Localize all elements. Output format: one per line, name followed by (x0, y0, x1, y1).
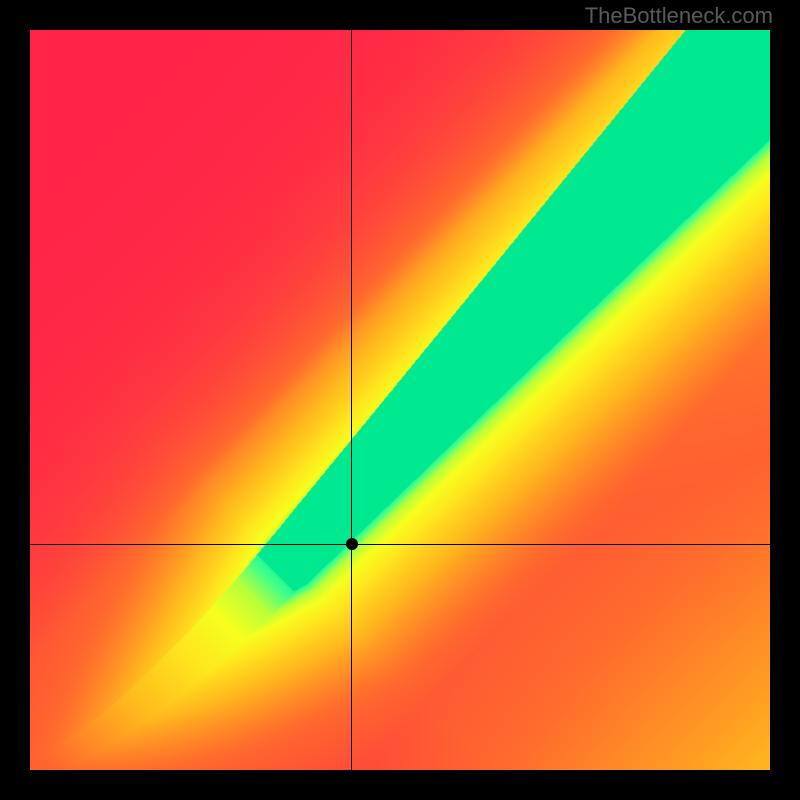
chart-frame: TheBottleneck.com (0, 0, 800, 800)
crosshair-horizontal (30, 544, 770, 545)
bottleneck-heatmap (30, 30, 770, 770)
crosshair-vertical (351, 30, 352, 770)
watermark-text: TheBottleneck.com (585, 3, 773, 29)
